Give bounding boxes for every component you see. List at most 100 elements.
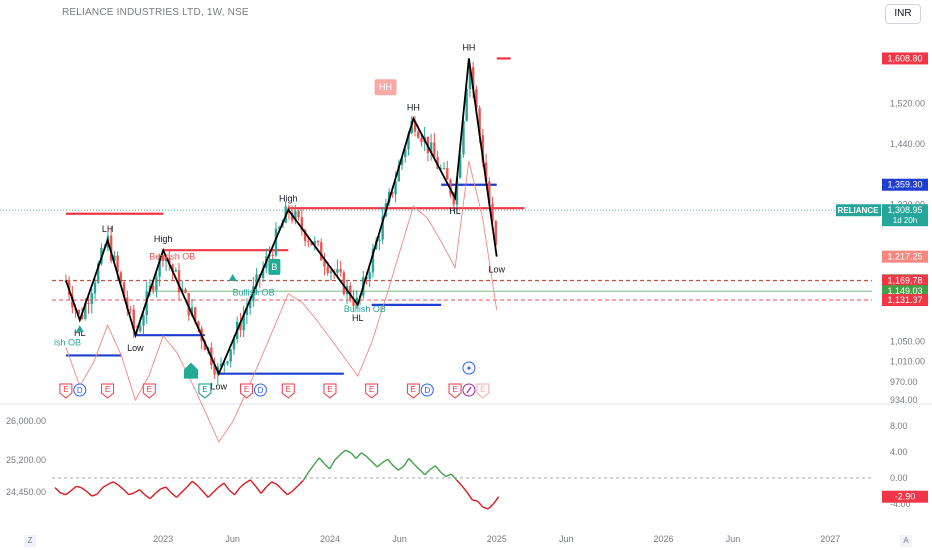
event-earnings-0[interactable]: E [59, 383, 73, 399]
event-earnings-3[interactable]: E [142, 383, 156, 399]
corner-label-left: Z [24, 535, 36, 547]
osc-left-tick-1: 25,200.00 [6, 455, 46, 465]
candle-32 [168, 249, 171, 271]
osc-segment-14 [128, 492, 135, 496]
event-split-13[interactable]: ✦ [462, 361, 476, 397]
chart-annotations: Bearish OB Bullish OB Bullish OB ish OB [54, 251, 386, 347]
zigzag-label-6: High [279, 194, 298, 204]
svg-text:E: E [202, 385, 207, 394]
osc-segment-12 [117, 484, 125, 491]
svg-text:E: E [63, 385, 68, 394]
osc-segment-60 [371, 461, 378, 468]
osc-segment-18 [149, 492, 156, 500]
price-axis: 1,520.001,440.001,320.001,050.001,010.00… [836, 52, 928, 405]
zigzag-label-11: Low [488, 265, 505, 275]
zigzag-path [65, 58, 498, 376]
y-tick-label-5: 970.00 [890, 377, 918, 387]
event-earnings-10[interactable]: E [406, 383, 420, 399]
osc-segment-43 [281, 489, 288, 496]
event-dividend-11[interactable]: D [420, 383, 434, 397]
marker-house-up-2 [183, 362, 198, 379]
svg-text:RELIANCE: RELIANCE [838, 206, 880, 215]
osc-segment-69 [419, 469, 426, 476]
candlestick-series [64, 61, 497, 384]
candle-82 [329, 268, 333, 281]
osc-segment-61 [376, 461, 383, 468]
candle-84 [336, 259, 339, 277]
candle-30 [161, 252, 165, 268]
osc-segment-52 [329, 459, 336, 470]
osc-segment-51 [323, 463, 331, 470]
candle-103 [397, 159, 401, 182]
zigzag-label-1: HL [74, 328, 86, 338]
osc-segment-50 [318, 457, 325, 465]
osc-segment-8 [96, 487, 104, 495]
svg-text:✦: ✦ [466, 364, 473, 373]
zigzag-label-2: LH [102, 224, 114, 234]
event-earnings-green-4[interactable]: E [198, 383, 212, 399]
candle-98 [381, 206, 384, 245]
candle-46 [213, 357, 216, 379]
event-earnings-2[interactable]: E [101, 383, 115, 399]
svg-text:HH: HH [379, 82, 392, 92]
zigzag-label-10: HH [462, 42, 475, 52]
chart-markers: B HH [75, 79, 397, 379]
osc-segment-29 [207, 491, 214, 498]
price-label-0: 1,608.80 [882, 52, 928, 65]
osc-segment-79 [472, 499, 478, 502]
svg-text:E: E [327, 385, 332, 394]
svg-text:1,131.37: 1,131.37 [887, 295, 922, 305]
candle-122 [459, 150, 462, 179]
x-tick-label-5: Jun [559, 534, 574, 544]
svg-text:E: E [452, 385, 457, 394]
x-tick-label-7: Jun [726, 534, 741, 544]
event-earnings-5[interactable]: E [240, 383, 254, 399]
candle-78 [316, 240, 320, 247]
y-tick-label-3: 1,050.00 [890, 336, 925, 346]
svg-text:E: E [286, 385, 291, 394]
candle-89 [352, 289, 355, 313]
y-tick-label-1: 1,440.00 [890, 139, 925, 149]
osc-left-tick-0: 26,000.00 [6, 416, 46, 426]
event-earnings-faded-14[interactable]: E [476, 383, 490, 399]
candle-88 [349, 282, 352, 303]
osc-segment-26 [191, 480, 199, 487]
event-earnings-8[interactable]: E [323, 383, 337, 399]
candle-77 [313, 236, 316, 251]
osc-right-tick-2: 0.00 [890, 473, 908, 483]
zigzag-label-4: High [154, 234, 173, 244]
osc-segment-10 [107, 481, 114, 486]
candle-97 [378, 235, 381, 251]
event-dividend-1[interactable]: D [73, 383, 87, 397]
currency-button[interactable]: INR [885, 4, 921, 24]
osc-segment-3 [70, 485, 77, 492]
osc-segment-34 [234, 487, 241, 496]
x-tick-label-6: 2026 [654, 534, 674, 544]
osc-segment-73 [440, 471, 447, 478]
event-earnings-9[interactable]: E [365, 383, 379, 399]
osc-segment-22 [170, 492, 177, 498]
event-dividend-6[interactable]: D [253, 383, 267, 397]
zigzag-label-8: HH [407, 103, 420, 113]
osc-segment-68 [413, 463, 420, 471]
osc-segment-25 [186, 480, 193, 488]
osc-segment-7 [91, 493, 98, 497]
candle-85 [339, 261, 342, 277]
time-axis: 2023 Jun 2024 Jun 2025 Jun 2026 Jun 2027 [153, 534, 840, 544]
osc-segment-1 [60, 492, 66, 496]
osc-segment-4 [75, 485, 82, 489]
osc-segment-82 [487, 503, 494, 510]
event-earnings-12[interactable]: E [448, 383, 462, 399]
marker-arrow-up-0 [75, 325, 84, 333]
y-tick-label-6: 934.00 [890, 395, 918, 405]
osc-segment-21 [165, 486, 172, 494]
svg-text:1,217.25: 1,217.25 [887, 252, 922, 262]
symbol-tag [836, 204, 881, 217]
candle-9 [93, 278, 97, 299]
osc-segment-78 [466, 491, 473, 501]
candle-108 [413, 115, 417, 137]
marker-arrow-up-1 [228, 274, 237, 282]
event-earnings-7[interactable]: E [281, 383, 295, 399]
osc-segment-19 [154, 488, 162, 495]
